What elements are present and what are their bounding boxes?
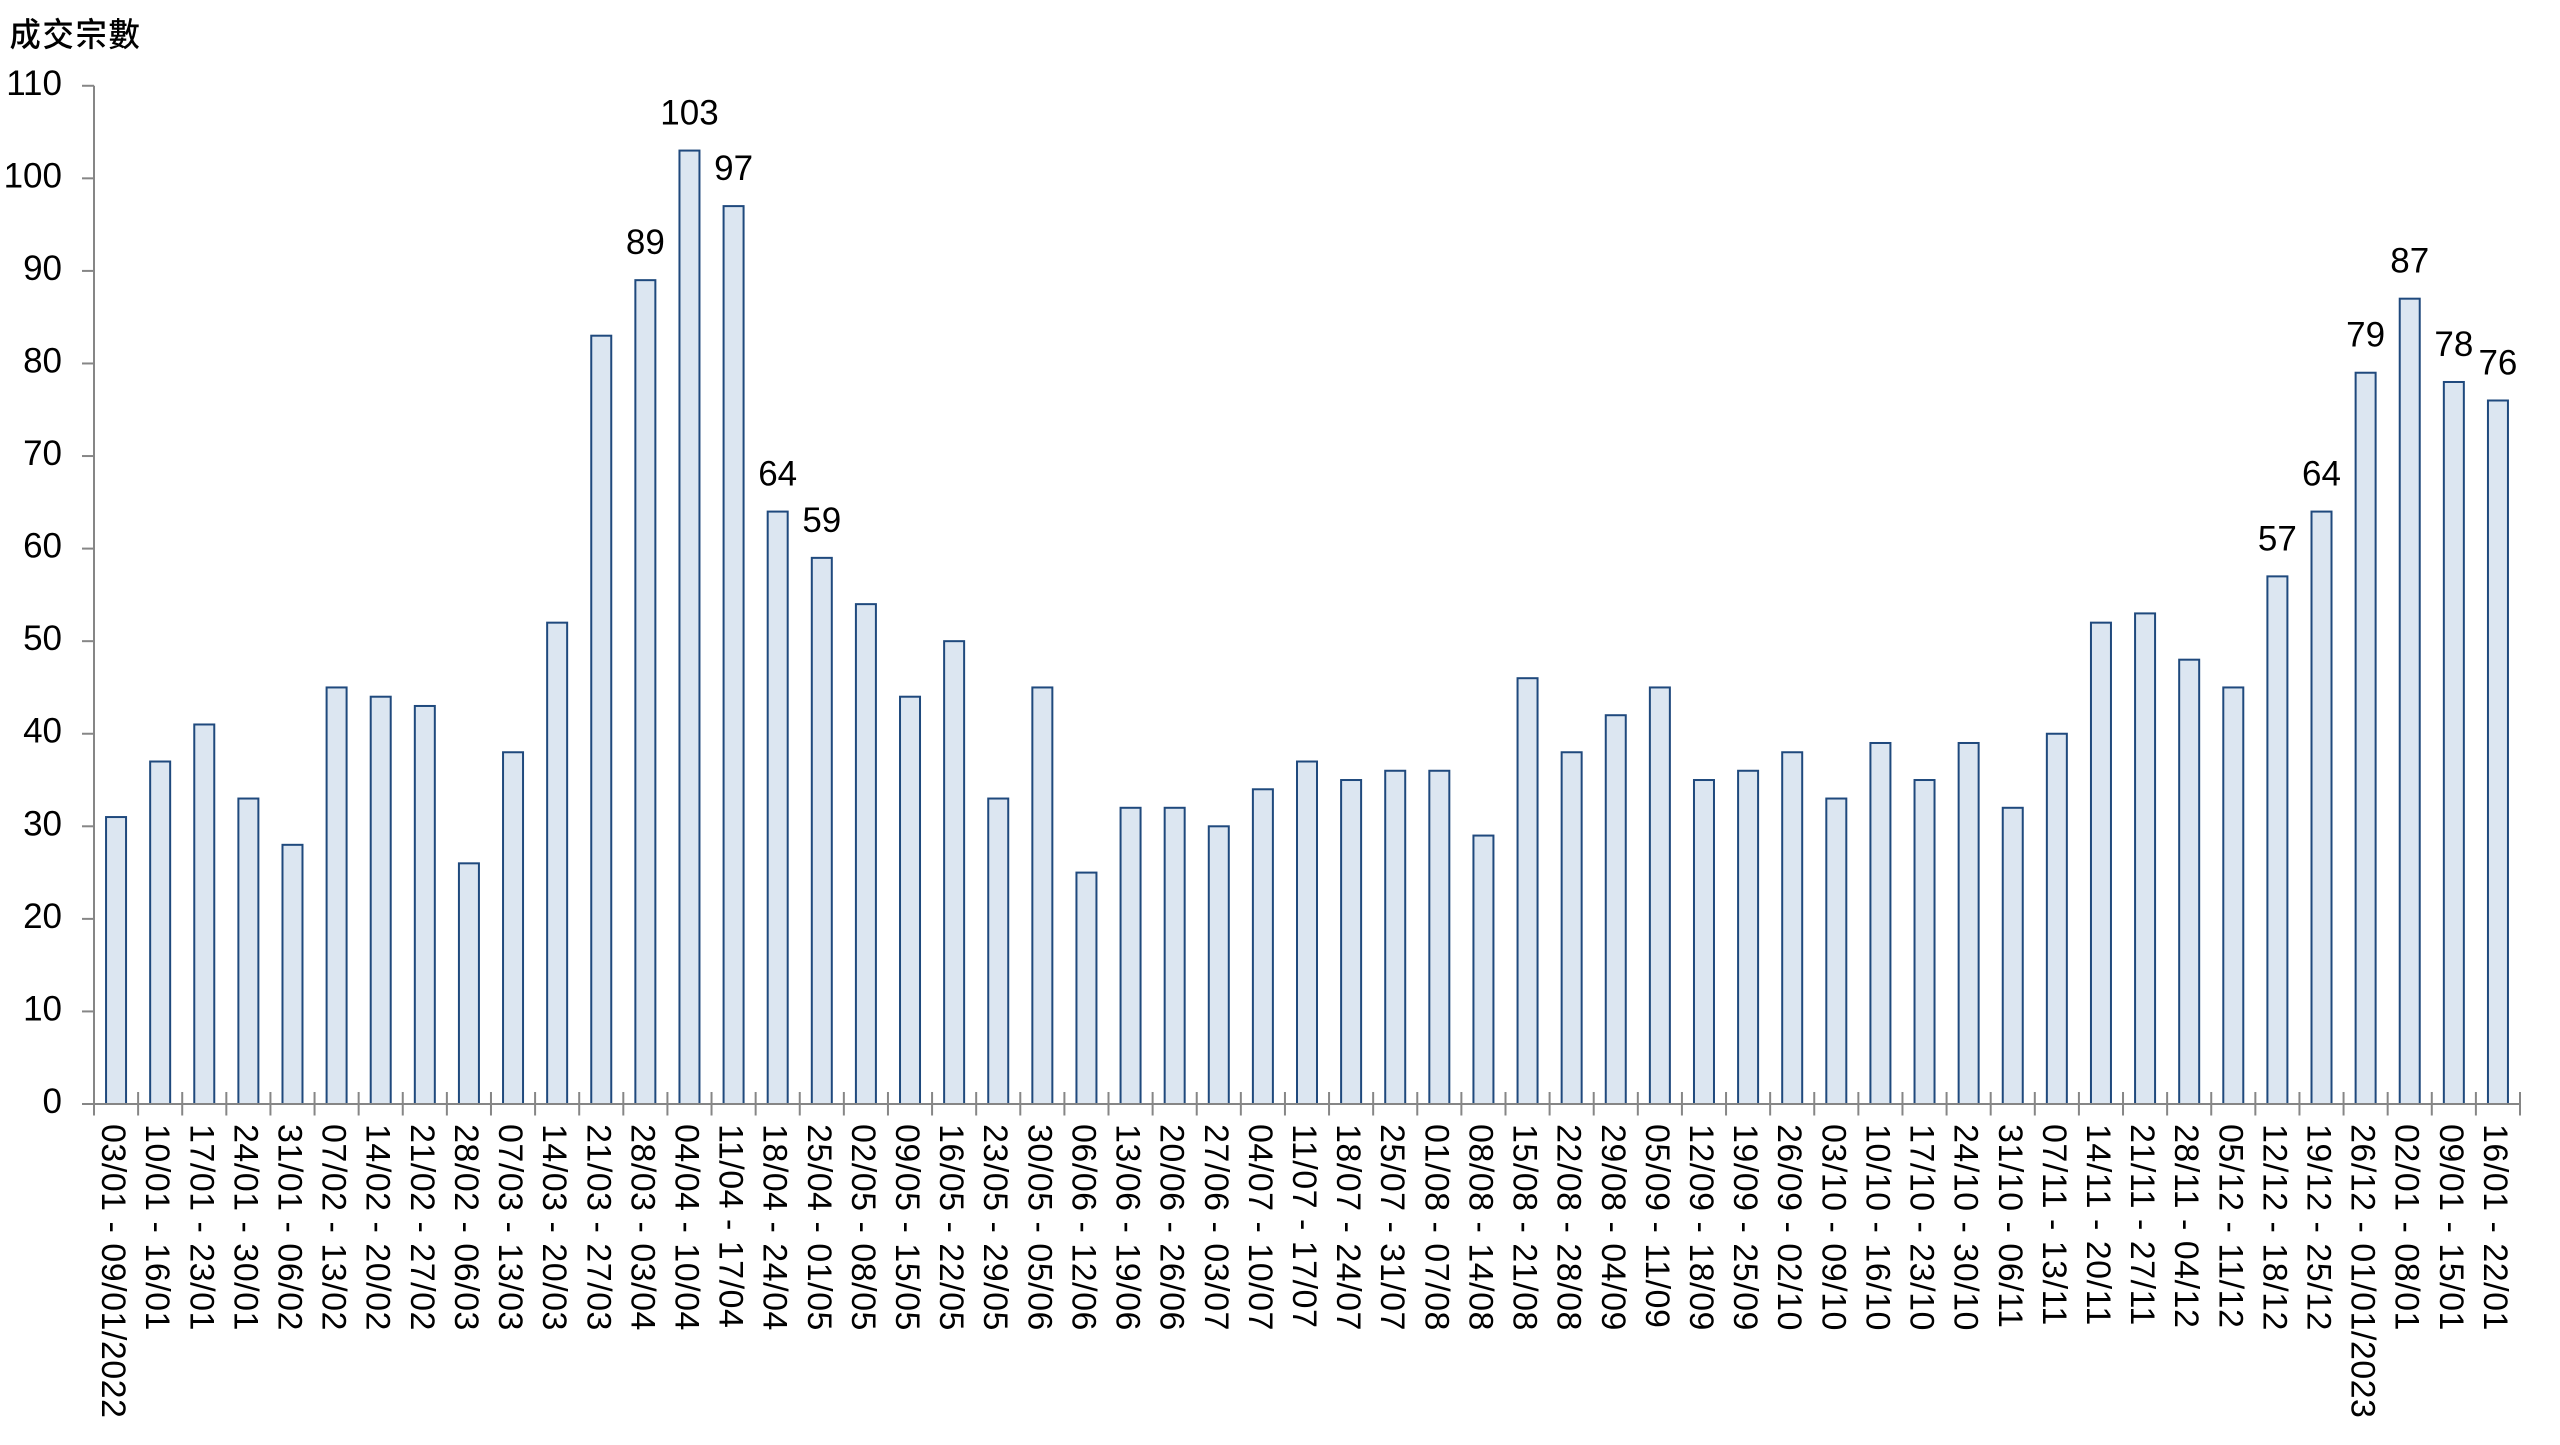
- svg-text:28/11 - 04/12: 28/11 - 04/12: [2167, 1124, 2205, 1328]
- svg-text:64: 64: [2302, 455, 2341, 494]
- svg-text:04/07 - 10/07: 04/07 - 10/07: [1241, 1124, 1279, 1331]
- svg-text:19/12 - 25/12: 19/12 - 25/12: [2300, 1124, 2338, 1331]
- svg-text:26/09 - 02/10: 26/09 - 02/10: [1770, 1124, 1808, 1331]
- svg-text:25/04 - 01/05: 25/04 - 01/05: [800, 1124, 838, 1331]
- svg-text:57: 57: [2258, 519, 2297, 558]
- svg-text:21/02 - 27/02: 21/02 - 27/02: [403, 1124, 441, 1331]
- svg-text:70: 70: [23, 434, 62, 473]
- svg-text:16/01 - 22/01: 16/01 - 22/01: [2476, 1124, 2514, 1331]
- svg-text:06/06 - 12/06: 06/06 - 12/06: [1064, 1124, 1102, 1331]
- svg-text:20: 20: [23, 897, 62, 936]
- svg-text:12/09 - 18/09: 12/09 - 18/09: [1682, 1124, 1720, 1331]
- svg-text:50: 50: [23, 619, 62, 658]
- svg-text:31/01 - 06/02: 31/01 - 06/02: [270, 1124, 308, 1331]
- svg-text:07/02 - 13/02: 07/02 - 13/02: [315, 1124, 353, 1331]
- svg-text:90: 90: [23, 249, 62, 288]
- svg-text:25/07 - 31/07: 25/07 - 31/07: [1373, 1124, 1411, 1331]
- svg-text:18/04 - 24/04: 18/04 - 24/04: [756, 1124, 794, 1331]
- svg-text:31/10 - 06/11: 31/10 - 06/11: [1991, 1124, 2029, 1328]
- svg-text:87: 87: [2390, 242, 2429, 281]
- svg-text:24/01 - 30/01: 24/01 - 30/01: [226, 1124, 264, 1331]
- svg-text:18/07 - 24/07: 18/07 - 24/07: [1329, 1124, 1367, 1331]
- svg-text:05/12 - 11/12: 05/12 - 11/12: [2211, 1124, 2249, 1328]
- svg-text:80: 80: [23, 341, 62, 380]
- svg-text:23/05 - 29/05: 23/05 - 29/05: [976, 1124, 1014, 1331]
- svg-text:76: 76: [2478, 344, 2517, 383]
- svg-text:60: 60: [23, 527, 62, 566]
- svg-text:21/11 - 27/11: 21/11 - 27/11: [2123, 1124, 2161, 1326]
- svg-text:02/01 - 08/01: 02/01 - 08/01: [2388, 1124, 2426, 1331]
- svg-text:17/01 - 23/01: 17/01 - 23/01: [182, 1124, 220, 1331]
- svg-text:100: 100: [4, 156, 62, 195]
- svg-text:07/11 - 13/11: 07/11 - 13/11: [2035, 1124, 2073, 1326]
- svg-text:26/12 - 01/01/2023: 26/12 - 01/01/2023: [2344, 1124, 2382, 1418]
- svg-text:10: 10: [23, 989, 62, 1028]
- svg-text:11/04 - 17/04: 11/04 - 17/04: [712, 1124, 750, 1328]
- svg-text:05/09 - 11/09: 05/09 - 11/09: [1638, 1124, 1676, 1328]
- svg-text:15/08 - 21/08: 15/08 - 21/08: [1506, 1124, 1544, 1331]
- svg-text:14/11 - 20/11: 14/11 - 20/11: [2079, 1124, 2117, 1326]
- svg-text:89: 89: [626, 223, 665, 262]
- svg-text:40: 40: [23, 712, 62, 751]
- svg-text:07/03 - 13/03: 07/03 - 13/03: [491, 1124, 529, 1331]
- svg-text:30/05 - 05/06: 30/05 - 05/06: [1020, 1124, 1058, 1331]
- svg-text:19/09 - 25/09: 19/09 - 25/09: [1726, 1124, 1764, 1331]
- svg-text:27/06 - 03/07: 27/06 - 03/07: [1197, 1124, 1235, 1331]
- svg-text:24/10 - 30/10: 24/10 - 30/10: [1947, 1124, 1985, 1331]
- svg-text:14/03 - 20/03: 14/03 - 20/03: [535, 1124, 573, 1331]
- svg-text:29/08 - 04/09: 29/08 - 04/09: [1594, 1124, 1632, 1331]
- svg-text:16/05 - 22/05: 16/05 - 22/05: [932, 1124, 970, 1331]
- svg-text:10/10 - 16/10: 10/10 - 16/10: [1858, 1124, 1896, 1331]
- svg-text:30: 30: [23, 804, 62, 843]
- svg-text:28/02 - 06/03: 28/02 - 06/03: [447, 1124, 485, 1331]
- svg-text:64: 64: [758, 455, 797, 494]
- svg-text:14/02 - 20/02: 14/02 - 20/02: [359, 1124, 397, 1331]
- svg-text:03/01 - 09/01/2022: 03/01 - 09/01/2022: [94, 1124, 132, 1418]
- svg-text:20/06 - 26/06: 20/06 - 26/06: [1153, 1124, 1191, 1331]
- svg-text:103: 103: [660, 94, 718, 133]
- svg-text:10/01 - 16/01: 10/01 - 16/01: [138, 1124, 176, 1331]
- svg-text:13/06 - 19/06: 13/06 - 19/06: [1109, 1124, 1147, 1331]
- svg-text:22/08 - 28/08: 22/08 - 28/08: [1550, 1124, 1588, 1331]
- svg-text:0: 0: [43, 1082, 62, 1121]
- svg-text:79: 79: [2346, 316, 2385, 355]
- svg-text:17/10 - 23/10: 17/10 - 23/10: [1903, 1124, 1941, 1331]
- svg-text:09/05 - 15/05: 09/05 - 15/05: [888, 1124, 926, 1331]
- svg-text:21/03 - 27/03: 21/03 - 27/03: [579, 1124, 617, 1331]
- svg-text:08/08 - 14/08: 08/08 - 14/08: [1461, 1124, 1499, 1331]
- svg-text:02/05 - 08/05: 02/05 - 08/05: [844, 1124, 882, 1331]
- svg-text:97: 97: [714, 149, 753, 188]
- svg-text:04/04 - 10/04: 04/04 - 10/04: [667, 1124, 705, 1331]
- svg-text:11/07 - 17/07: 11/07 - 17/07: [1285, 1124, 1323, 1328]
- svg-text:03/10 - 09/10: 03/10 - 09/10: [1814, 1124, 1852, 1331]
- svg-text:01/08 - 07/08: 01/08 - 07/08: [1417, 1124, 1455, 1331]
- svg-text:28/03 - 03/04: 28/03 - 03/04: [623, 1124, 661, 1331]
- svg-text:78: 78: [2434, 325, 2473, 364]
- svg-text:110: 110: [6, 64, 62, 103]
- svg-text:12/12 - 18/12: 12/12 - 18/12: [2255, 1124, 2293, 1331]
- svg-text:09/01 - 15/01: 09/01 - 15/01: [2432, 1124, 2470, 1331]
- svg-text:59: 59: [802, 501, 841, 540]
